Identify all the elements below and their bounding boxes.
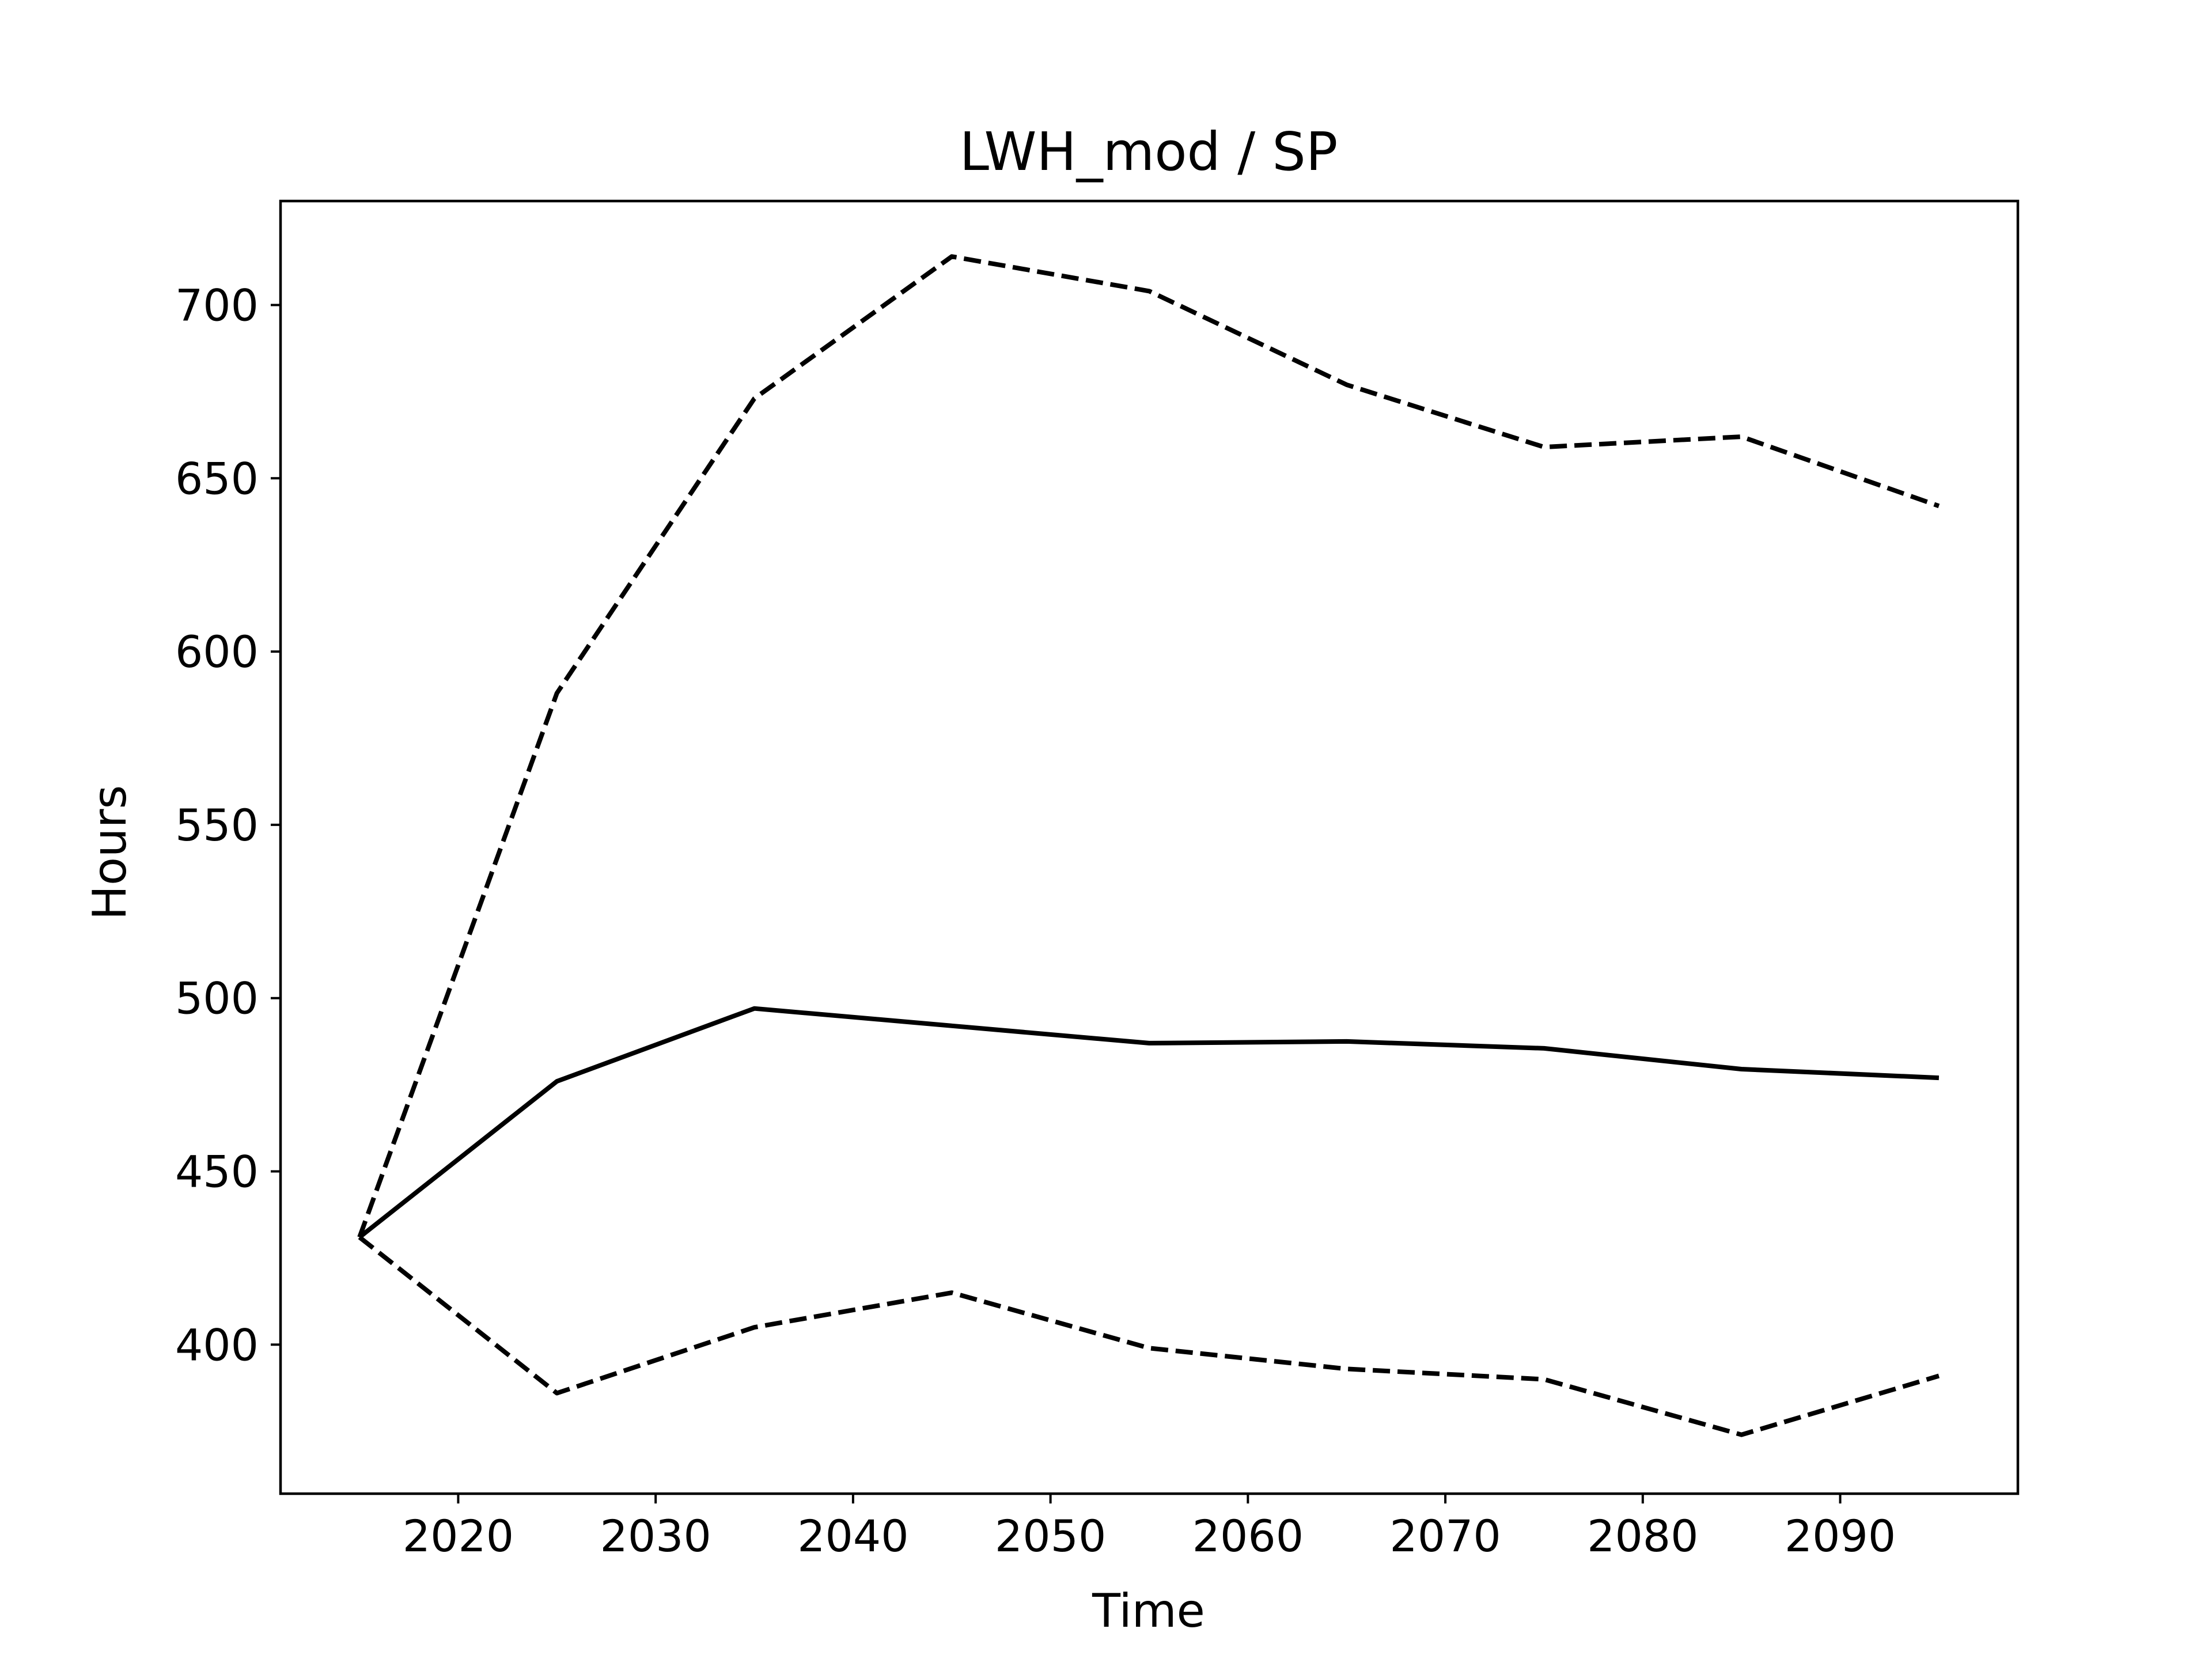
x-tick-label: 2060 bbox=[1192, 1510, 1304, 1562]
x-tick-label: 2030 bbox=[600, 1510, 711, 1562]
x-axis-label: Time bbox=[1092, 1584, 1205, 1638]
x-tick-label: 2040 bbox=[797, 1510, 908, 1562]
plot-area bbox=[279, 199, 2020, 1495]
y-tick-label: 500 bbox=[175, 973, 259, 1024]
plot-frame bbox=[279, 199, 2020, 1495]
y-axis-label: Hours bbox=[83, 785, 137, 920]
y-tick-label: 700 bbox=[175, 279, 259, 331]
y-tick-label: 650 bbox=[175, 453, 259, 504]
x-tick-label: 2050 bbox=[995, 1510, 1106, 1562]
series-line-3 bbox=[358, 1235, 1940, 1437]
y-axis: 400 450 500 550 600 650 700 bbox=[175, 279, 281, 1370]
x-tick-label: 2090 bbox=[1785, 1510, 1896, 1562]
y-tick-label: 450 bbox=[175, 1146, 259, 1198]
x-axis: 2020 2030 2040 2050 2060 2070 2080 2090 bbox=[403, 1494, 1896, 1562]
series-line-1 bbox=[358, 1006, 1940, 1239]
y-tick-label: 550 bbox=[175, 800, 259, 851]
x-tick-label: 2020 bbox=[403, 1510, 514, 1562]
x-tick-label: 2070 bbox=[1389, 1510, 1501, 1562]
series-layer bbox=[357, 254, 1940, 1437]
y-tick-label: 600 bbox=[175, 626, 259, 677]
series-line-2 bbox=[357, 254, 1940, 1238]
x-tick-label: 2080 bbox=[1587, 1510, 1698, 1562]
chart-title: LWH_mod / SP bbox=[960, 121, 1338, 183]
y-tick-label: 400 bbox=[175, 1319, 259, 1370]
